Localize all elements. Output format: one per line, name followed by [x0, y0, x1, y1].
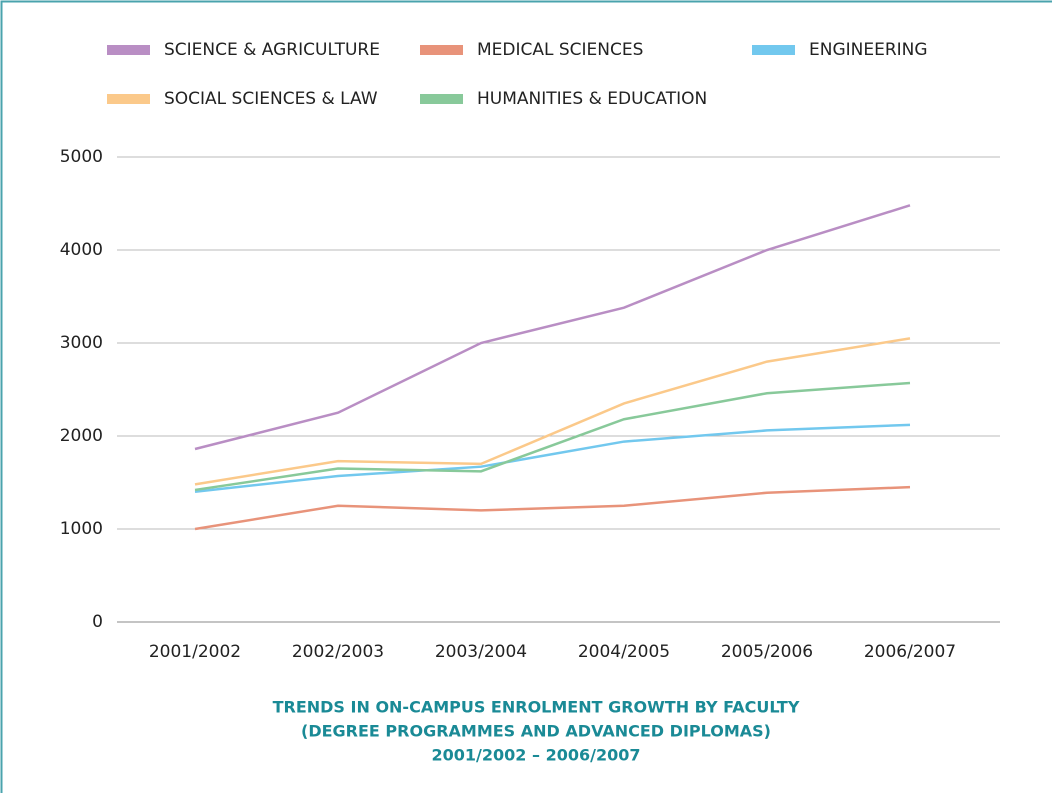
- chart-title: 2001/2002 – 2006/2007: [432, 746, 641, 765]
- legend-swatch: [420, 45, 463, 55]
- x-tick-label: 2005/2006: [721, 642, 813, 662]
- legend-swatch: [420, 94, 463, 104]
- legend-swatch: [752, 45, 795, 55]
- x-tick-label: 2004/2005: [578, 642, 670, 662]
- y-tick-label: 0: [92, 612, 103, 632]
- series-line: [194, 485, 911, 531]
- y-tick-label: 3000: [60, 333, 103, 353]
- series-line: [194, 337, 911, 486]
- chart-title: (DEGREE PROGRAMMES AND ADVANCED DIPLOMAS…: [301, 722, 771, 741]
- y-tick-label: 1000: [60, 519, 103, 539]
- legend-swatch: [107, 94, 150, 104]
- x-tick-label: 2002/2003: [292, 642, 384, 662]
- series-line: [194, 204, 911, 451]
- series-line: [194, 381, 911, 492]
- series-line: [194, 423, 911, 494]
- x-tick-label: 2001/2002: [149, 642, 241, 662]
- y-tick-label: 4000: [60, 240, 103, 260]
- y-tick-label: 5000: [60, 147, 103, 167]
- y-tick-label: 2000: [60, 426, 103, 446]
- legend-label: SCIENCE & AGRICULTURE: [164, 40, 380, 60]
- x-tick-label: 2003/2004: [435, 642, 527, 662]
- x-tick-label: 2006/2007: [864, 642, 956, 662]
- legend-label: ENGINEERING: [809, 40, 928, 60]
- legend-swatch: [107, 45, 150, 55]
- legend-label: MEDICAL SCIENCES: [477, 40, 643, 60]
- legend-label: HUMANITIES & EDUCATION: [477, 89, 707, 109]
- legend-label: SOCIAL SCIENCES & LAW: [164, 89, 378, 109]
- chart-title: TRENDS IN ON-CAMPUS ENROLMENT GROWTH BY …: [273, 698, 800, 717]
